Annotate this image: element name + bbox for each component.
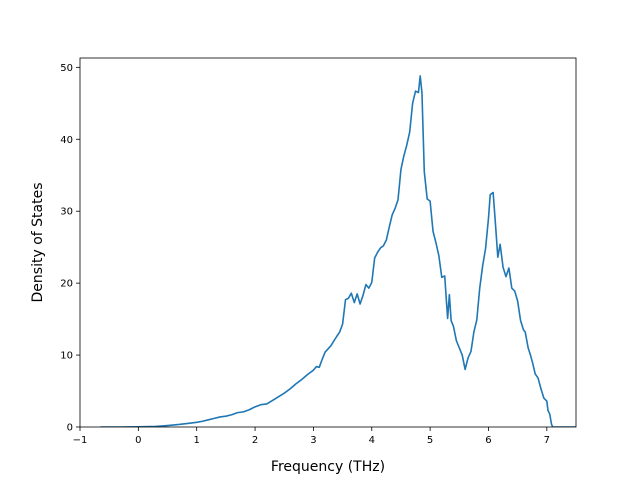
dos-series-line [100, 75, 576, 427]
y-tick-label: 0 [67, 423, 73, 434]
x-tick-label: 1 [194, 435, 200, 446]
y-tick-label: 10 [60, 351, 73, 362]
x-tick-label: 4 [369, 435, 375, 446]
plot-area [100, 75, 576, 427]
x-tick-label: 0 [135, 435, 141, 446]
y-tick-label: 20 [60, 279, 73, 290]
x-tick-label: 7 [544, 435, 550, 446]
y-tick-label: 50 [60, 63, 73, 74]
x-tick-label: 5 [427, 435, 433, 446]
x-tick-label: −1 [73, 435, 88, 446]
x-tick-label: 2 [252, 435, 258, 446]
x-axis-label: Frequency (THz) [271, 459, 385, 475]
x-tick-label: 3 [310, 435, 316, 446]
axes-frame [79, 57, 577, 428]
x-tick-label: 6 [485, 435, 491, 446]
y-tick-label: 30 [60, 207, 73, 218]
y-axis-label: Density of States [30, 183, 46, 303]
y-tick-label: 40 [60, 135, 73, 146]
